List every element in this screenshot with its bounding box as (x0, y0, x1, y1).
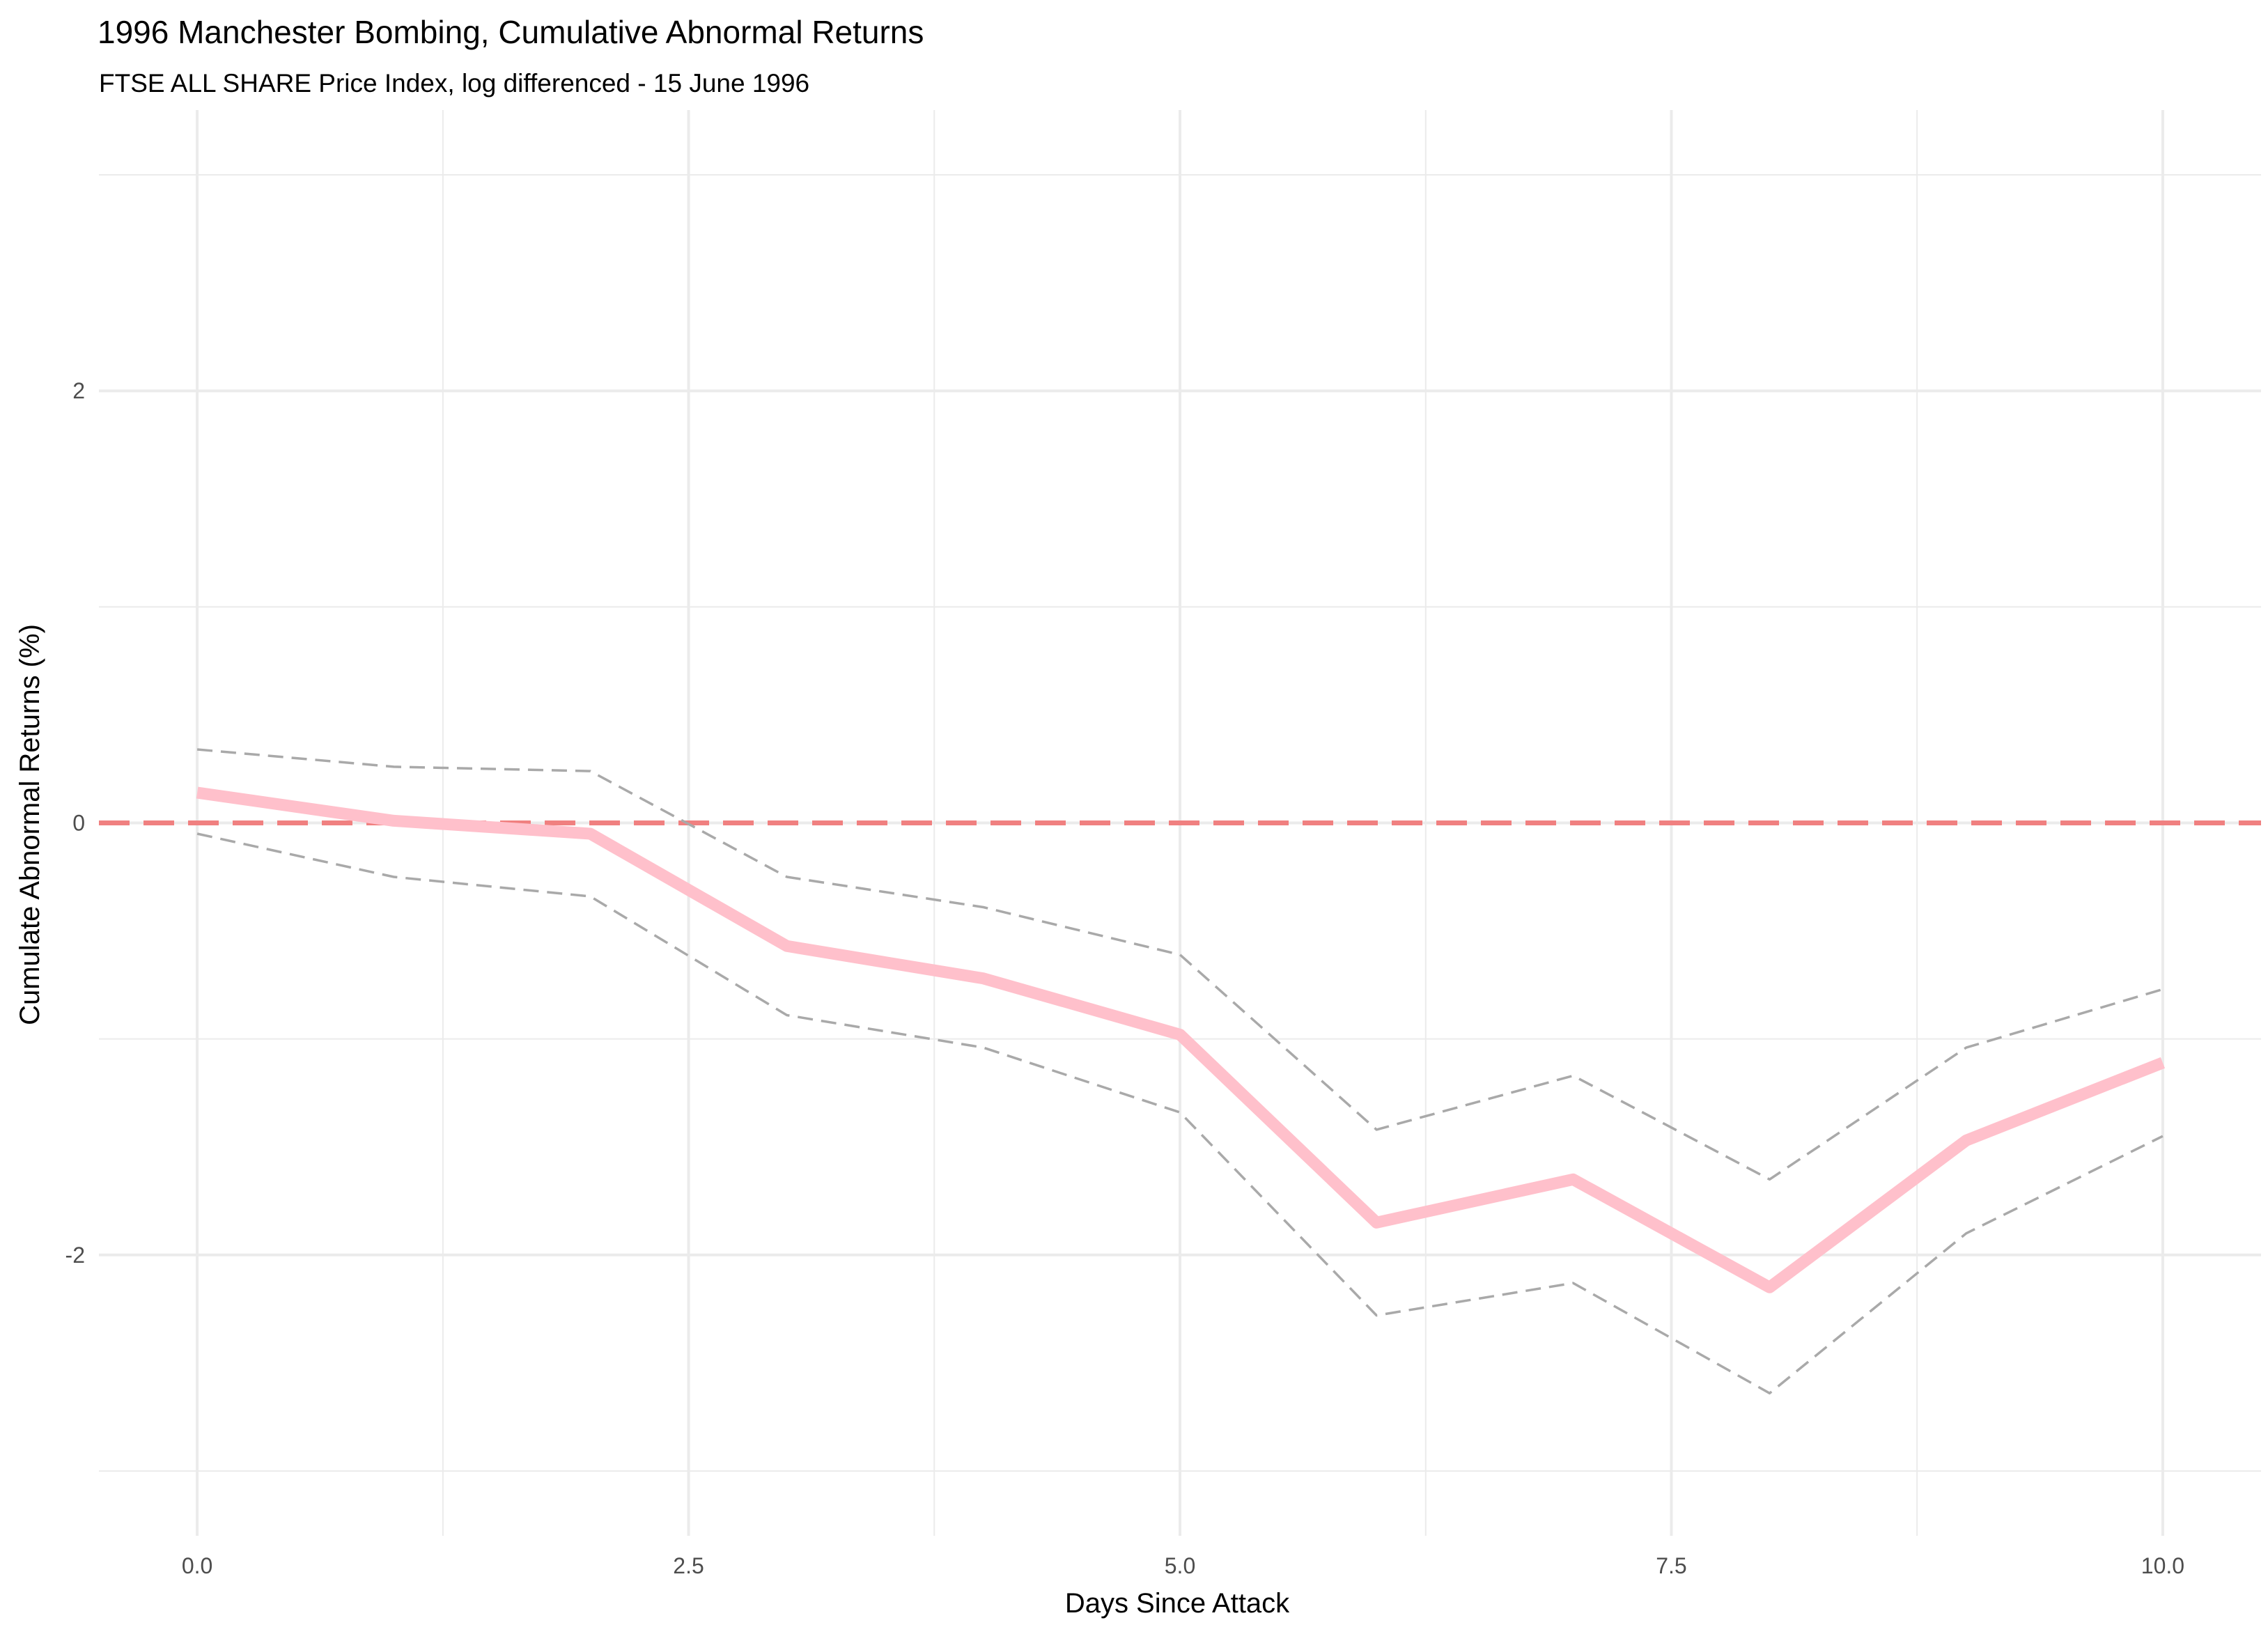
y-axis-title: Cumulate Abnormal Returns (%) (15, 624, 45, 1025)
x-tick-label: 2.5 (673, 1553, 704, 1578)
series-layer (196, 748, 2166, 1395)
x-tick-label: 5.0 (1165, 1553, 1195, 1578)
x-axis-title: Days Since Attack (1065, 1588, 1290, 1619)
x-tick-label: 7.5 (1656, 1553, 1686, 1578)
y-tick-label: 2 (72, 378, 85, 403)
y-tick-labels: -2 0 2 (65, 378, 85, 1268)
series-line-estimate (196, 786, 2166, 1293)
series-line-lower (196, 832, 2164, 1395)
series-line-upper (196, 748, 2164, 1181)
chart-subtitle: FTSE ALL SHARE Price Index, log differen… (99, 69, 809, 98)
x-tick-label: 0.0 (182, 1553, 212, 1578)
x-tick-labels: 0.0 2.5 5.0 7.5 10.0 (182, 1553, 2184, 1578)
x-tick-label: 10.0 (2141, 1553, 2184, 1578)
y-tick-label: 0 (72, 811, 85, 836)
y-tick-label: -2 (65, 1243, 85, 1268)
chart-title: 1996 Manchester Bombing, Cumulative Abno… (98, 14, 924, 50)
